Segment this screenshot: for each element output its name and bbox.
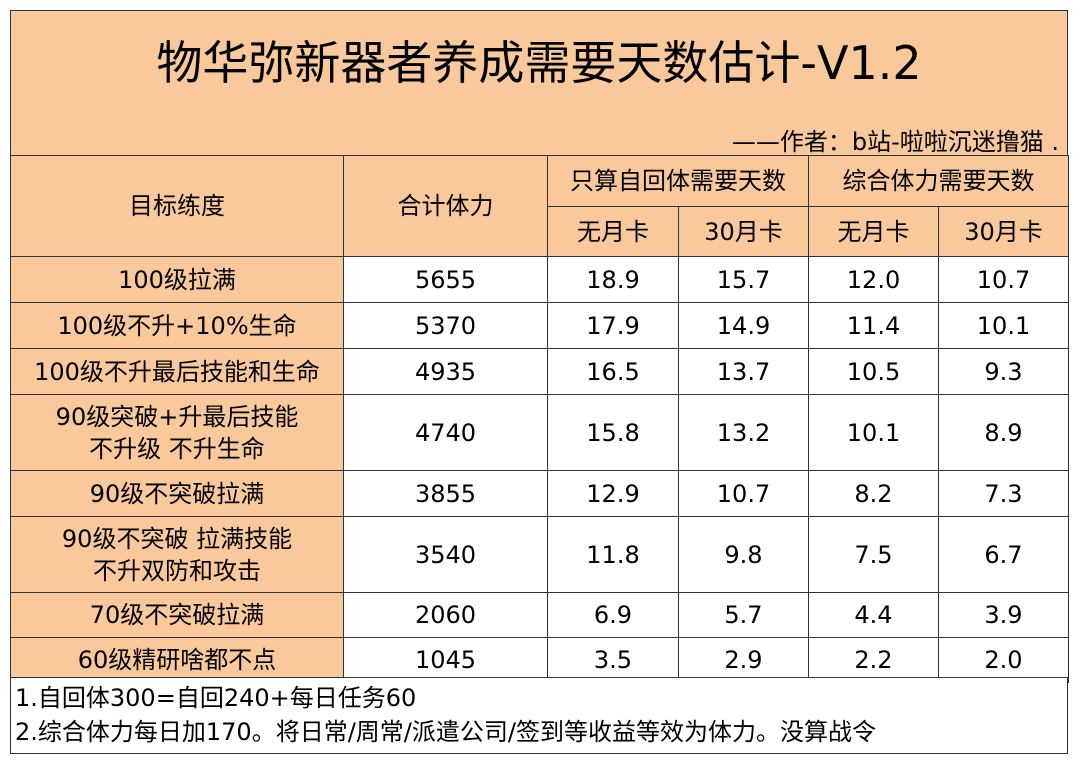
table-row: 90级不突破 拉满技能 不升双防和攻击 3540 11.8 9.8 7.5 6.…	[10, 516, 1069, 593]
table-row: 100级不升最后技能和生命 4935 16.5 13.7 10.5 9.3	[10, 348, 1069, 395]
row-total: 4740	[343, 394, 548, 471]
row-combined-no-card: 10.1	[808, 394, 939, 471]
row-target-line-2: 不升双防和攻击	[93, 556, 261, 585]
header-combined-no-card: 无月卡	[808, 206, 939, 257]
row-target: 100级不升+10%生命	[10, 302, 344, 349]
row-combined-30-card: 3.9	[938, 592, 1069, 638]
author-credit: ——作者：b站-啦啦沉迷撸猫 .	[731, 128, 1059, 156]
row-combined-no-card: 8.2	[808, 470, 939, 517]
row-target: 70级不突破拉满	[10, 592, 344, 638]
row-combined-30-card: 6.7	[938, 516, 1069, 593]
row-self-no-card: 12.9	[547, 470, 679, 517]
header-combined: 综合体力需要天数	[808, 155, 1069, 207]
row-combined-no-card: 7.5	[808, 516, 939, 593]
header-combined-30-card: 30月卡	[938, 206, 1069, 257]
row-self-30-card: 13.7	[678, 348, 809, 395]
table-row: 70级不突破拉满 2060 6.9 5.7 4.4 3.9	[10, 592, 1069, 638]
row-total: 3540	[343, 516, 548, 593]
note-1: 1.自回体300=自回240+每日任务60	[15, 684, 417, 712]
title-block: 物华弥新器者养成需要天数估计-V1.2 ——作者：b站-啦啦沉迷撸猫 .	[10, 10, 1068, 156]
page-title: 物华弥新器者养成需要天数估计-V1.2	[156, 36, 922, 90]
row-combined-no-card: 4.4	[808, 592, 939, 638]
notes-block: 1.自回体300=自回240+每日任务60 2.综合体力每日加170。将日常/周…	[10, 677, 1068, 754]
row-target: 90级突破+升最后技能 不升级 不升生命	[10, 394, 344, 471]
row-combined-30-card: 2.0	[938, 637, 1069, 683]
row-combined-30-card: 7.3	[938, 470, 1069, 517]
table-row: 90级不突破拉满 3855 12.9 10.7 8.2 7.3	[10, 470, 1069, 517]
estimate-table: 目标练度 合计体力 只算自回体需要天数 综合体力需要天数 无月卡 30月卡 无月…	[10, 155, 1069, 683]
row-combined-30-card: 10.1	[938, 302, 1069, 349]
row-total: 5655	[343, 256, 548, 303]
row-target: 60级精研啥都不点	[10, 637, 344, 683]
header-total: 合计体力	[343, 155, 548, 257]
table-row: 60级精研啥都不点 1045 3.5 2.9 2.2 2.0	[10, 637, 1069, 683]
row-total: 4935	[343, 348, 548, 395]
row-self-no-card: 16.5	[547, 348, 679, 395]
row-target-line-1: 90级不突破 拉满技能	[61, 524, 293, 553]
row-self-30-card: 5.7	[678, 592, 809, 638]
row-self-30-card: 14.9	[678, 302, 809, 349]
row-self-30-card: 15.7	[678, 256, 809, 303]
row-total: 3855	[343, 470, 548, 517]
row-combined-no-card: 10.5	[808, 348, 939, 395]
table-row: 90级突破+升最后技能 不升级 不升生命 4740 15.8 13.2 10.1…	[10, 394, 1069, 471]
note-2: 2.综合体力每日加170。将日常/周常/派遣公司/签到等收益等效为体力。没算战令	[15, 718, 876, 746]
table-row: 100级拉满 5655 18.9 15.7 12.0 10.7	[10, 256, 1069, 303]
row-target-line-2: 不升级 不升生命	[89, 434, 265, 463]
row-target-line-1: 90级突破+升最后技能	[55, 402, 299, 431]
header-self-30-card: 30月卡	[678, 206, 809, 257]
row-self-no-card: 17.9	[547, 302, 679, 349]
row-combined-30-card: 9.3	[938, 348, 1069, 395]
row-total: 1045	[343, 637, 548, 683]
row-combined-30-card: 10.7	[938, 256, 1069, 303]
row-self-no-card: 6.9	[547, 592, 679, 638]
row-target: 100级拉满	[10, 256, 344, 303]
row-self-30-card: 10.7	[678, 470, 809, 517]
row-self-no-card: 18.9	[547, 256, 679, 303]
row-combined-no-card: 12.0	[808, 256, 939, 303]
row-total: 5370	[343, 302, 548, 349]
row-self-no-card: 15.8	[547, 394, 679, 471]
row-self-no-card: 3.5	[547, 637, 679, 683]
row-total: 2060	[343, 592, 548, 638]
table-row: 100级不升+10%生命 5370 17.9 14.9 11.4 10.1	[10, 302, 1069, 349]
row-combined-no-card: 2.2	[808, 637, 939, 683]
header-self-recovery: 只算自回体需要天数	[547, 155, 809, 207]
row-target: 100级不升最后技能和生命	[10, 348, 344, 395]
row-combined-30-card: 8.9	[938, 394, 1069, 471]
row-self-30-card: 2.9	[678, 637, 809, 683]
row-self-30-card: 9.8	[678, 516, 809, 593]
row-target: 90级不突破拉满	[10, 470, 344, 517]
row-target: 90级不突破 拉满技能 不升双防和攻击	[10, 516, 344, 593]
header-self-no-card: 无月卡	[547, 206, 679, 257]
row-self-30-card: 13.2	[678, 394, 809, 471]
row-combined-no-card: 11.4	[808, 302, 939, 349]
header-target: 目标练度	[10, 155, 344, 257]
row-self-no-card: 11.8	[547, 516, 679, 593]
